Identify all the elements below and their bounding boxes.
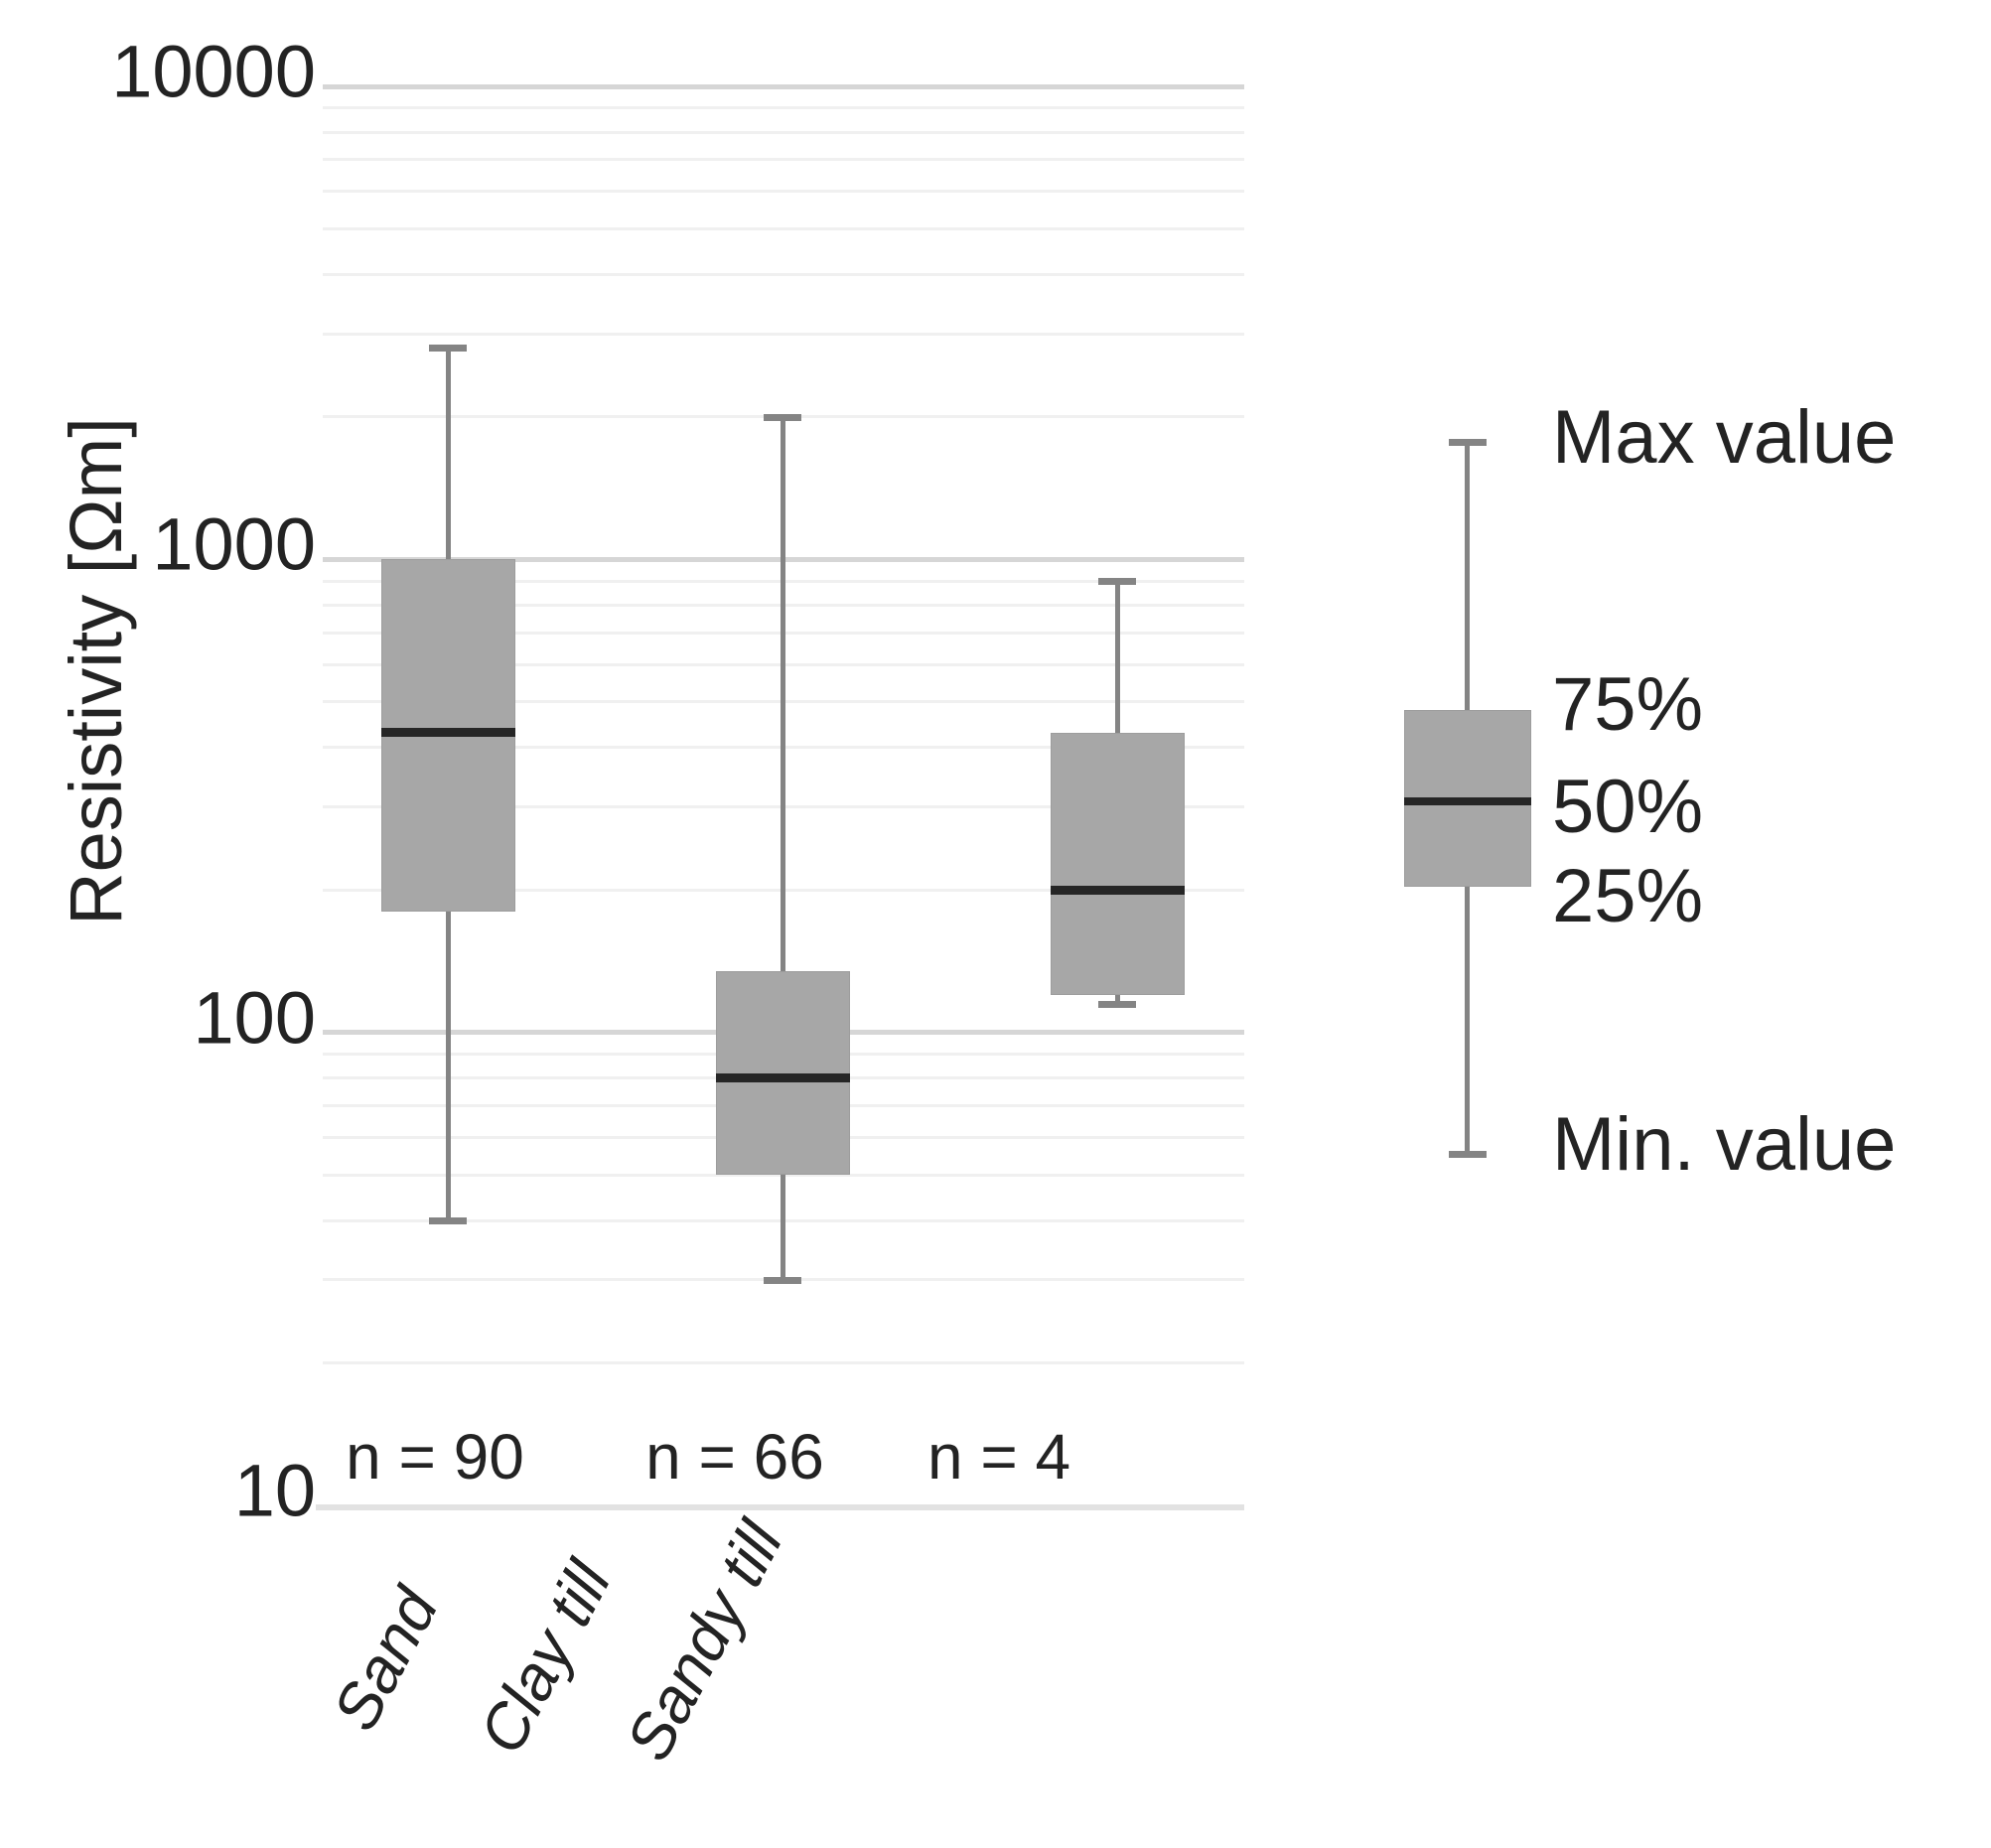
box-clay-till — [715, 970, 850, 1176]
legend-label-50: 50% — [1552, 765, 1704, 849]
whisker-cap-top-sand — [429, 345, 467, 353]
median-line-sandy-till — [1050, 885, 1185, 895]
whisker-cap-bottom-sand — [429, 1217, 467, 1225]
y-tick-label: 10 — [233, 1449, 316, 1532]
gridline-minor — [323, 190, 1244, 194]
category-label-sand: Sand — [319, 1577, 452, 1742]
category-label-clay-till: Clay till — [465, 1550, 625, 1766]
y-tick-label: 1000 — [152, 502, 316, 586]
legend-label-25: 25% — [1552, 854, 1704, 938]
y-axis-title: Resistivity [Ωm] — [55, 417, 137, 925]
gridline-minor — [323, 106, 1244, 110]
median-line-clay-till — [715, 1073, 850, 1083]
gridline-minor — [323, 158, 1244, 162]
whisker-cap-bottom-sandy-till — [1098, 1000, 1136, 1008]
whisker-clay-till — [780, 416, 785, 1280]
whisker-cap-top-sandy-till — [1098, 578, 1136, 586]
legend-label-min: Min. value — [1552, 1102, 1897, 1187]
legend-label-75: 75% — [1552, 662, 1704, 747]
whisker-cap-bottom-clay-till — [764, 1276, 801, 1284]
gridline-minor — [323, 1361, 1244, 1365]
n-label-sandy-till: n = 4 — [926, 1421, 1071, 1493]
whisker-cap-top-clay-till — [764, 413, 801, 421]
legend-label-max: Max value — [1552, 395, 1897, 480]
gridline-major — [323, 83, 1244, 89]
y-tick-label: 100 — [193, 976, 316, 1060]
n-label-sand: n = 90 — [346, 1421, 524, 1493]
median-line-sand — [380, 728, 515, 738]
box-sandy-till — [1050, 732, 1185, 995]
gridline-minor — [323, 226, 1244, 230]
x-axis-line — [316, 1504, 1244, 1510]
gridline-minor — [323, 273, 1244, 277]
legend-median-line — [1404, 797, 1531, 805]
legend-whisker-cap-bottom — [1449, 1151, 1487, 1158]
legend-whisker-cap-top — [1449, 439, 1487, 446]
category-label-sandy-till: Sandy till — [612, 1510, 796, 1773]
gridline-minor — [323, 332, 1244, 336]
n-label-clay-till: n = 66 — [645, 1421, 824, 1493]
y-tick-label: 10000 — [111, 30, 316, 113]
gridline-minor — [323, 130, 1244, 134]
